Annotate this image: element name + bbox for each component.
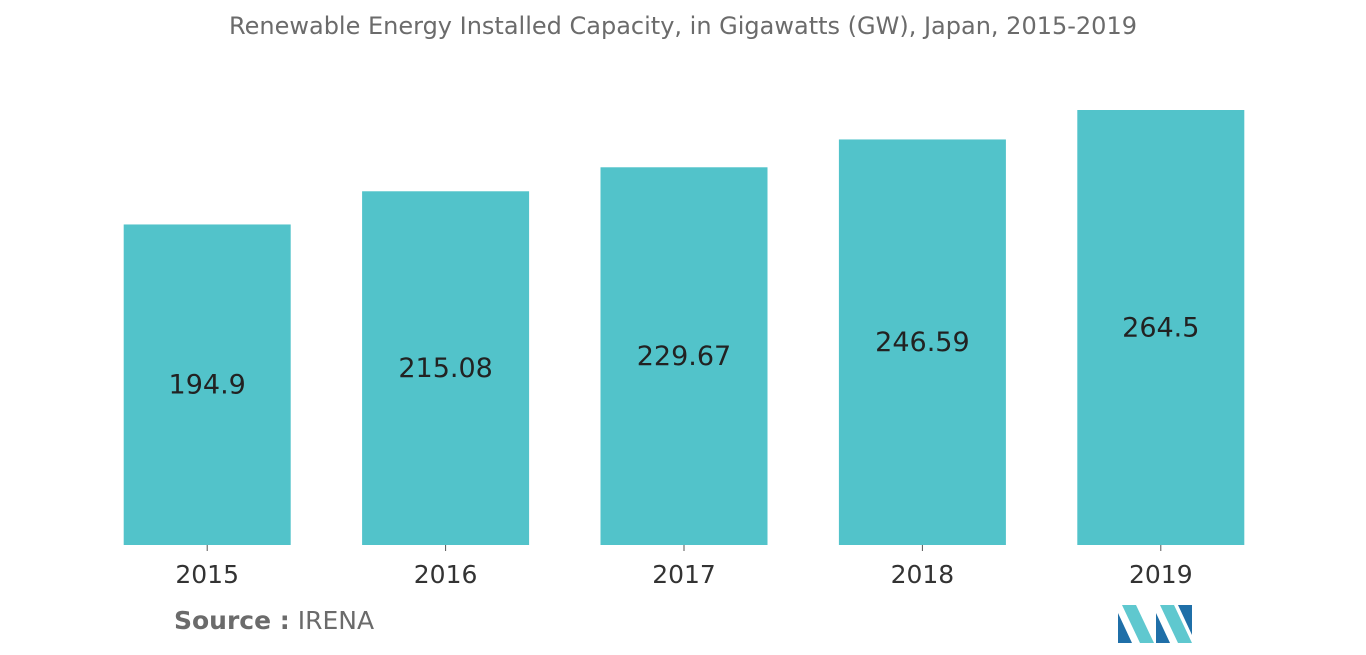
bar-2018 (838, 139, 1006, 545)
x-tick-label: 2015 (175, 560, 239, 589)
x-tick-label: 2016 (414, 560, 478, 589)
bar-value-label: 246.59 (875, 327, 969, 358)
x-axis-ticks: 2015 2016 2017 2018 2019 (175, 545, 1193, 589)
x-tick-label: 2019 (1129, 560, 1193, 589)
source-value: IRENA (297, 606, 375, 635)
source-label: Source : (174, 606, 290, 635)
mordor-intelligence-logo-icon (1118, 605, 1192, 643)
bars-group: 194.9 215.08 229.67 246.59 264.5 (123, 110, 1245, 546)
bar-2016 (362, 191, 530, 546)
bar-2017 (600, 167, 768, 545)
bar-value-label: 229.67 (637, 341, 731, 372)
source-note: Source : IRENA (174, 606, 374, 635)
chart-title: Renewable Energy Installed Capacity, in … (229, 12, 1137, 40)
x-tick-label: 2017 (652, 560, 716, 589)
bar-2019 (1077, 110, 1245, 545)
x-tick-label: 2018 (891, 560, 955, 589)
bar-value-label: 215.08 (398, 353, 492, 384)
bar-value-label: 194.9 (169, 370, 246, 401)
bar-value-label: 264.5 (1122, 313, 1199, 344)
bar-2015 (123, 224, 291, 545)
